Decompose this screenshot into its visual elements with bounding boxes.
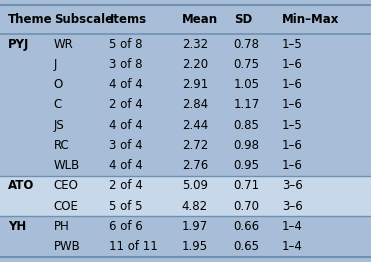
Text: 1–4: 1–4 (282, 240, 303, 253)
Text: 0.78: 0.78 (234, 38, 260, 51)
Text: 2.76: 2.76 (182, 159, 208, 172)
Text: C: C (54, 99, 62, 112)
Text: 3–6: 3–6 (282, 179, 303, 192)
Text: WR: WR (54, 38, 73, 51)
Bar (0, 176, 371, 196)
Text: 4 of 4: 4 of 4 (109, 119, 143, 132)
Text: RC: RC (54, 139, 69, 152)
Text: 1.05: 1.05 (234, 78, 260, 91)
Bar (0, 237, 371, 257)
Text: 1–6: 1–6 (282, 58, 303, 71)
Text: 2 of 4: 2 of 4 (109, 99, 143, 112)
Text: 2 of 4: 2 of 4 (109, 179, 143, 192)
Text: 0.75: 0.75 (234, 58, 260, 71)
Text: 2.44: 2.44 (182, 119, 208, 132)
Text: 1–6: 1–6 (282, 99, 303, 112)
Text: 2.32: 2.32 (182, 38, 208, 51)
Text: Items: Items (109, 13, 147, 26)
Text: WLB: WLB (54, 159, 80, 172)
Text: 0.95: 0.95 (234, 159, 260, 172)
Bar (0, 5, 371, 34)
Text: 1.95: 1.95 (182, 240, 208, 253)
Text: 2.84: 2.84 (182, 99, 208, 112)
Text: O: O (54, 78, 63, 91)
Text: 2.20: 2.20 (182, 58, 208, 71)
Text: SD: SD (234, 13, 252, 26)
Text: 1–5: 1–5 (282, 38, 303, 51)
Text: JS: JS (54, 119, 65, 132)
Text: 5.09: 5.09 (182, 179, 208, 192)
Bar (0, 196, 371, 216)
Text: PH: PH (54, 220, 69, 233)
Text: 5 of 8: 5 of 8 (109, 38, 143, 51)
Text: Min–Max: Min–Max (282, 13, 339, 26)
Text: Subscale: Subscale (54, 13, 113, 26)
Text: 1–6: 1–6 (282, 159, 303, 172)
Bar (0, 95, 371, 115)
Text: 3 of 4: 3 of 4 (109, 139, 143, 152)
Text: 1–6: 1–6 (282, 78, 303, 91)
Bar (0, 54, 371, 75)
Text: 0.70: 0.70 (234, 200, 260, 213)
Text: PWB: PWB (54, 240, 81, 253)
Text: 1.97: 1.97 (182, 220, 208, 233)
Text: J: J (54, 58, 57, 71)
Text: PYJ: PYJ (8, 38, 30, 51)
Text: 1.17: 1.17 (234, 99, 260, 112)
Text: 0.66: 0.66 (234, 220, 260, 233)
Text: Theme: Theme (8, 13, 53, 26)
Text: 0.98: 0.98 (234, 139, 260, 152)
Text: CEO: CEO (54, 179, 79, 192)
Bar (0, 135, 371, 156)
Text: 2.72: 2.72 (182, 139, 208, 152)
Text: 4.82: 4.82 (182, 200, 208, 213)
Bar (0, 156, 371, 176)
Text: 2.91: 2.91 (182, 78, 208, 91)
Text: 0.85: 0.85 (234, 119, 260, 132)
Text: 1–6: 1–6 (282, 139, 303, 152)
Text: 3 of 8: 3 of 8 (109, 58, 143, 71)
Text: YH: YH (8, 220, 26, 233)
Bar (0, 115, 371, 135)
Text: 11 of 11: 11 of 11 (109, 240, 158, 253)
Text: ATO: ATO (8, 179, 35, 192)
Text: 5 of 5: 5 of 5 (109, 200, 143, 213)
Text: 0.65: 0.65 (234, 240, 260, 253)
Bar (0, 216, 371, 237)
Text: 0.71: 0.71 (234, 179, 260, 192)
Text: Mean: Mean (182, 13, 218, 26)
Text: 3–6: 3–6 (282, 200, 303, 213)
Text: 1–5: 1–5 (282, 119, 303, 132)
Text: 4 of 4: 4 of 4 (109, 159, 143, 172)
Text: 1–4: 1–4 (282, 220, 303, 233)
Bar (0, 34, 371, 54)
Text: 4 of 4: 4 of 4 (109, 78, 143, 91)
Text: 6 of 6: 6 of 6 (109, 220, 143, 233)
Text: COE: COE (54, 200, 79, 213)
Bar (0, 75, 371, 95)
